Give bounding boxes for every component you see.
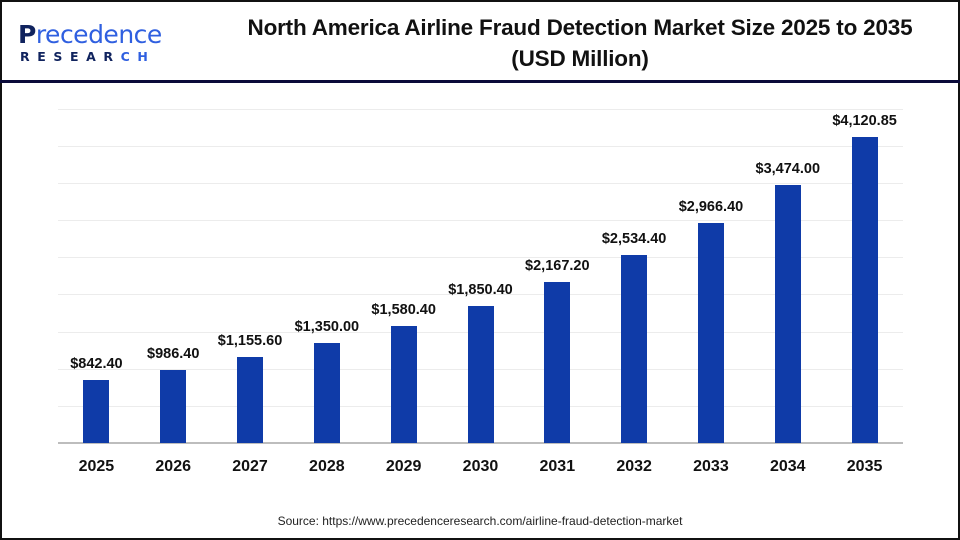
x-tick-label: 2029 <box>385 458 422 475</box>
bar-value-label: $842.40 <box>70 356 123 373</box>
precedence-research-logo: Precedence RESEARCH <box>18 20 162 64</box>
bar-2025 <box>83 380 110 443</box>
logo-p-mark: P <box>18 20 36 49</box>
logo-research-text: RESEARCH <box>20 49 155 64</box>
bar-value-label: $1,350.00 <box>294 318 360 335</box>
x-tick-label: 2035 <box>846 458 883 475</box>
bar-value-label: $4,120.85 <box>832 113 897 129</box>
gridline <box>58 108 903 110</box>
x-tick-label: 2026 <box>155 458 191 475</box>
x-tick-label: 2034 <box>769 458 806 475</box>
bar-2034 <box>774 185 801 443</box>
bar-2031 <box>544 282 571 443</box>
logo-research-main: RESEAR <box>20 49 121 64</box>
bar-2026 <box>160 369 187 443</box>
chart-title-line2: (USD Million) <box>511 46 649 71</box>
x-tick-label: 2027 <box>232 458 268 475</box>
gridline <box>58 294 903 296</box>
x-tick-label: 2025 <box>78 458 115 475</box>
x-tick-label: 2033 <box>693 458 729 475</box>
bar-2035 <box>851 137 878 443</box>
bar-2029 <box>390 325 417 443</box>
logo-research-accent: CH <box>120 49 156 64</box>
bar-2028 <box>313 342 340 443</box>
bar-value-label: $2,534.40 <box>601 230 667 247</box>
gridline <box>58 220 903 222</box>
chart-title: North America Airline Fraud Detection Ma… <box>200 12 960 74</box>
x-tick-label: 2031 <box>539 458 576 475</box>
gridline <box>58 183 903 185</box>
source-note: Source: https://www.precedenceresearch.c… <box>277 514 683 528</box>
plot-area: $842.40 $986.40 $1,155.60 $1,350.00 $1,580.4… <box>58 100 903 444</box>
logo-wordmark: Precedence <box>18 20 162 49</box>
bar-value-label: $1,155.60 <box>217 333 283 350</box>
logo-precedence-text: recedence <box>35 20 162 49</box>
x-tick-label: 2028 <box>309 458 345 475</box>
gridline <box>58 145 903 147</box>
chart-title-line1: North America Airline Fraud Detection Ma… <box>247 15 913 40</box>
bar-value-label: $1,850.40 <box>448 281 513 298</box>
bar-value-label: $1,580.40 <box>371 301 436 318</box>
bar-2033 <box>697 222 724 443</box>
bar-value-label: $2,966.40 <box>678 198 744 215</box>
bar-2032 <box>621 254 648 443</box>
gridline <box>58 257 903 259</box>
bar-2030 <box>467 305 494 443</box>
x-tick-label: 2030 <box>462 458 499 475</box>
header-divider <box>0 80 960 83</box>
x-tick-label: 2032 <box>616 458 652 475</box>
bar-value-label: $3,474.00 <box>755 161 821 178</box>
bar-2027 <box>237 357 264 443</box>
x-axis-line <box>58 442 903 444</box>
bar-value-label: $986.40 <box>147 345 200 362</box>
bar-value-label: $2,167.20 <box>525 258 590 275</box>
